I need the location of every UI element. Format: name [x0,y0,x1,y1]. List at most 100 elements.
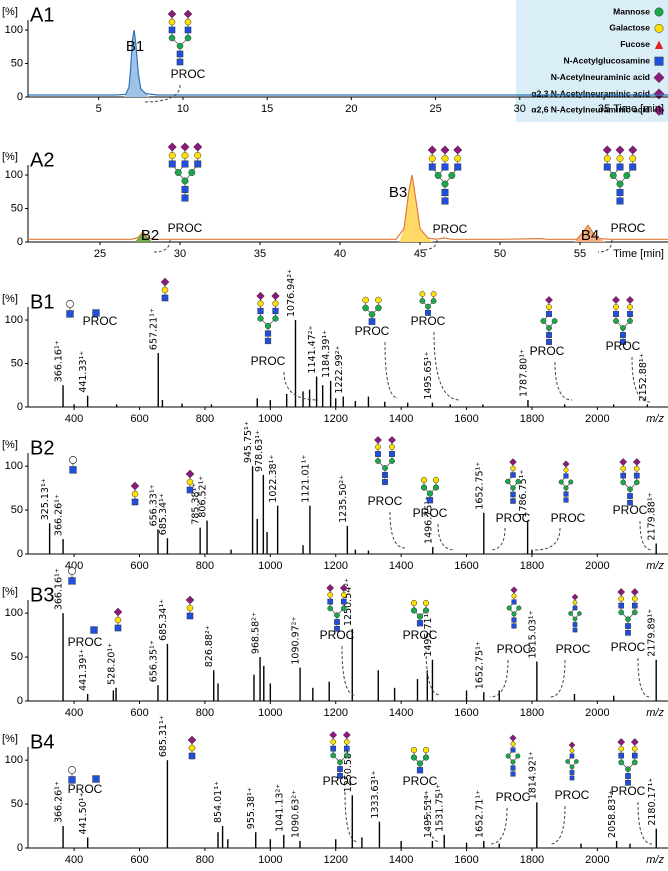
glycan-unit [572,627,578,633]
annotation: PROC [556,642,591,656]
glycan-unit [432,484,440,491]
annotation: PROC [171,67,206,81]
glycan-unit [628,145,638,155]
panel-label: A2 [30,149,54,171]
x-tick-label: 800 [196,854,214,866]
glycan-unit [272,307,279,315]
glycan-unit [337,766,343,772]
glycan-unit [326,584,335,592]
panel-label: B3 [30,584,54,606]
peak-label: 366.26¹⁺ [54,494,65,536]
glycan-unit [616,163,624,171]
y-tick-label: 50 [11,202,23,214]
y-tick-label: 50 [11,651,23,663]
y-tick-label: 100 [5,24,23,36]
glycan-unit [422,754,430,761]
x-tick-label: 1200 [323,413,347,425]
glycan-unit [633,479,640,486]
glycan-unit [625,766,631,773]
glycan-unit [340,591,347,598]
glycan-unit [616,180,624,188]
peak-label: 685.31¹⁺ [158,715,169,757]
peak-label: 1652.71¹⁺ [474,790,485,838]
glycan-unit [631,609,638,616]
x-tick-label: 400 [65,413,83,425]
glycan-unit [565,759,570,764]
glycan-unit [633,465,640,472]
peak-label: 2180.17¹⁺ [647,778,658,826]
peak-label: 1222.99²⁺ [334,345,345,393]
glycan-unit [546,339,552,345]
glycan-unit [343,745,350,752]
peak-label: 1090.97²⁺ [291,617,302,665]
x-tick-label: 1600 [454,413,478,425]
glycan-unit [627,318,633,324]
glycan-unit [620,332,626,338]
x-tick-label: 600 [130,854,148,866]
annotation: PROC [611,221,646,235]
x-tick-label: 400 [65,854,83,866]
y-axis-label: [%] [2,586,18,598]
glycan-unit [167,9,177,19]
annotation: PROC [251,354,286,368]
peak-label: 806.52¹⁺ [198,476,209,518]
glycan-unit [188,752,196,760]
glycan-unit [419,291,426,297]
glycan-unit [616,155,624,162]
glycan-unit [505,753,511,759]
annotation: PROC [68,782,103,796]
glycan-unit [257,315,264,322]
glycan-unit [420,476,428,484]
annotation: PROC [551,511,586,525]
glycan-unit [510,498,516,504]
peak-label: 1250.58²⁺ [343,744,354,792]
glycan-unit [631,752,638,759]
glycan-unit [627,493,633,499]
glycan-unit [114,616,122,624]
panel-label: A1 [30,4,54,26]
legend-symbol [653,104,665,116]
glycan-unit [572,600,578,605]
annotation: PROC [555,788,590,802]
glycan-unit [574,759,579,764]
glycan-unit [441,189,449,196]
glycan-unit [568,479,574,485]
glycan-unit [620,472,627,479]
x-tick-label: 35 [598,103,610,115]
legend-label: α2,6 N-Acetylneuraminic acid [531,105,650,115]
glycan-unit [510,491,516,498]
x-tick-label: 1800 [520,707,544,719]
glycan-unit [616,189,624,196]
peak-label: 685.34¹⁺ [158,599,169,641]
glycan-unit [616,197,624,205]
glycan-unit [181,186,189,193]
glycan-unit [188,169,196,176]
link-curve [283,371,319,401]
glycan-unit [368,318,376,325]
glycan-unit [427,145,437,155]
glycan-unit [510,586,518,594]
glycan-unit [618,745,625,752]
y-axis-label: [%] [2,733,18,745]
annotation: PROC [496,511,531,525]
x-tick-label: 1000 [258,413,282,425]
glycan-unit [441,155,449,162]
glycan-unit [441,197,449,205]
glycan-unit [510,747,516,753]
glycan-unit [511,617,517,623]
glycan-unit [603,163,611,171]
glycan-unit [426,497,434,504]
annotation: PROC [355,324,390,338]
glycan-unit [426,490,434,497]
x-axis-label: Time [min] [613,248,664,260]
glycan-unit [422,599,430,607]
glycan-unit [343,752,350,759]
glycan-unit [419,298,426,304]
glycan-unit [340,598,347,605]
glycan-unit [611,295,621,305]
peak-label: 2152.88¹⁺ [638,353,649,401]
x-tick-label: 1000 [258,707,282,719]
glycan-unit [174,169,182,176]
link-curve [384,341,399,399]
annotation: PROC [606,339,641,353]
